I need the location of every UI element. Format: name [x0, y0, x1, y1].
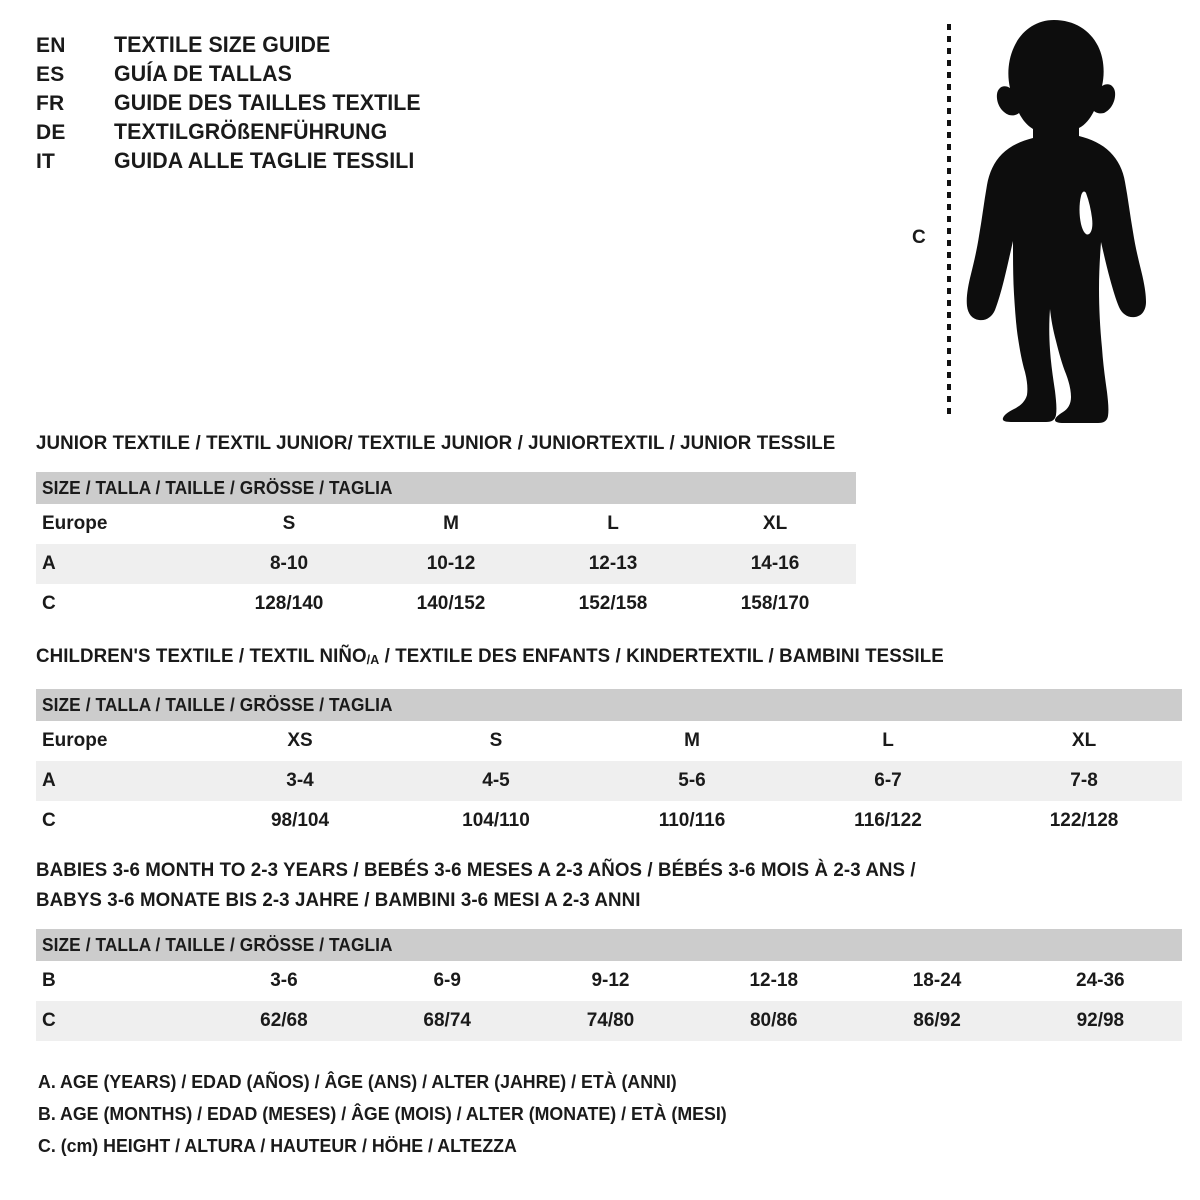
cell: 74/80	[528, 1001, 693, 1041]
cell: XL	[694, 504, 857, 544]
cell: 4-5	[398, 761, 594, 801]
table-row: C 62/68 68/74 74/80 80/86 86/92 92/98	[36, 1001, 1182, 1041]
cell: 110/116	[594, 801, 790, 841]
legend-line-a: A. AGE (YEARS) / EDAD (AÑOS) / ÂGE (ANS)…	[38, 1071, 677, 1092]
cell: 8-10	[208, 544, 370, 584]
cell: 140/152	[370, 584, 532, 624]
language-row: DE TEXTILGRÖßENFÜHRUNG	[36, 117, 596, 146]
table-row: Europe XS S M L XL	[36, 721, 1183, 761]
row-label: C	[36, 801, 202, 841]
height-dotted-line	[947, 24, 951, 420]
babies-bar-label: SIZE / TALLA / TAILLE / GRÖSSE / TAGLIA	[36, 929, 1182, 961]
cell: S	[208, 504, 370, 544]
babies-section-title-line2: BABYS 3-6 MONATE BIS 2-3 JAHRE / BAMBINI…	[36, 889, 641, 911]
section-babies-textile: BABIES 3-6 MONTH TO 2-3 YEARS / BEBÉS 3-…	[36, 857, 1182, 1041]
table-row: C 98/104 104/110 110/116 116/122 122/128	[36, 801, 1183, 841]
cell: 3-6	[202, 961, 366, 1001]
cell: 5-6	[594, 761, 790, 801]
language-code: EN	[36, 34, 66, 57]
section-childrens-textile: CHILDREN'S TEXTILE / TEXTIL NIÑO/A / TEX…	[36, 643, 1183, 841]
row-label: C	[36, 1001, 203, 1041]
language-title: GUIDE DES TAILLES TEXTILE	[114, 90, 421, 115]
cell: 10-12	[370, 544, 532, 584]
babies-size-table: SIZE / TALLA / TAILLE / GRÖSSE / TAGLIA …	[36, 929, 1182, 1041]
cell: 122/128	[986, 801, 1183, 841]
junior-bar-label: SIZE / TALLA / TAILLE / GRÖSSE / TAGLIA	[36, 472, 857, 504]
language-header-block: EN TEXTILE SIZE GUIDE ES GUÍA DE TALLAS …	[36, 30, 596, 175]
cell: 68/74	[365, 1001, 529, 1041]
language-title: TEXTILE SIZE GUIDE	[114, 32, 331, 57]
cell: 92/98	[1018, 1001, 1182, 1041]
language-code: DE	[36, 121, 66, 144]
cell: 62/68	[202, 1001, 366, 1041]
cell: 24-36	[1018, 961, 1182, 1001]
babies-section-title-line1: BABIES 3-6 MONTH TO 2-3 YEARS / BEBÉS 3-…	[36, 859, 916, 881]
row-label: C	[36, 584, 208, 624]
cell: 98/104	[202, 801, 398, 841]
children-section-title: CHILDREN'S TEXTILE / TEXTIL NIÑO/A / TEX…	[36, 643, 1136, 673]
height-figure: C	[890, 10, 1180, 425]
table-row: A 8-10 10-12 12-13 14-16	[36, 544, 857, 584]
cell: 152/158	[532, 584, 694, 624]
language-code: ES	[36, 63, 65, 86]
language-title: GUÍA DE TALLAS	[114, 61, 293, 86]
cell: XS	[202, 721, 398, 761]
cell: 7-8	[986, 761, 1183, 801]
cell: 104/110	[398, 801, 594, 841]
row-label: Europe	[36, 721, 202, 761]
language-row: ES GUÍA DE TALLAS	[36, 59, 596, 88]
junior-section-title: JUNIOR TEXTILE / TEXTIL JUNIOR/ TEXTILE …	[36, 432, 836, 454]
cell: L	[532, 504, 694, 544]
height-measure-label: C	[912, 227, 926, 248]
cell: 80/86	[692, 1001, 856, 1041]
children-title-post: / TEXTILE DES ENFANTS / KINDERTEXTIL / B…	[379, 645, 944, 667]
language-code: FR	[36, 92, 65, 115]
table-row: A 3-4 4-5 5-6 6-7 7-8	[36, 761, 1183, 801]
children-title-pre: CHILDREN'S TEXTILE / TEXTIL NIÑO	[36, 645, 367, 667]
table-row: Europe S M L XL	[36, 504, 857, 544]
legend-block: A. AGE (YEARS) / EDAD (AÑOS) / ÂGE (ANS)…	[38, 1066, 938, 1162]
language-title: GUIDA ALLE TAGLIE TESSILI	[114, 148, 415, 173]
children-size-table: SIZE / TALLA / TAILLE / GRÖSSE / TAGLIA …	[36, 689, 1183, 841]
children-table-bar: SIZE / TALLA / TAILLE / GRÖSSE / TAGLIA	[36, 689, 1183, 721]
cell: 128/140	[208, 584, 370, 624]
language-code: IT	[36, 150, 56, 173]
cell: 6-7	[790, 761, 986, 801]
row-label: Europe	[36, 504, 208, 544]
babies-table-bar: SIZE / TALLA / TAILLE / GRÖSSE / TAGLIA	[36, 929, 1182, 961]
toddler-silhouette-icon	[966, 20, 1146, 423]
children-title-subscript: /A	[366, 652, 380, 667]
legend-line-c: C. (cm) HEIGHT / ALTURA / HAUTEUR / HÖHE…	[38, 1135, 517, 1156]
cell: 12-18	[692, 961, 856, 1001]
legend-line-b: B. AGE (MONTHS) / EDAD (MESES) / ÂGE (MO…	[38, 1103, 727, 1124]
cell: 12-13	[532, 544, 694, 584]
cell: S	[398, 721, 594, 761]
cell: XL	[986, 721, 1183, 761]
language-row: IT GUIDA ALLE TAGLIE TESSILI	[36, 146, 596, 175]
cell: 9-12	[528, 961, 693, 1001]
cell: 116/122	[790, 801, 986, 841]
junior-table-bar: SIZE / TALLA / TAILLE / GRÖSSE / TAGLIA	[36, 472, 857, 504]
cell: 3-4	[202, 761, 398, 801]
cell: M	[594, 721, 790, 761]
language-title: TEXTILGRÖßENFÜHRUNG	[114, 119, 388, 144]
table-row: C 128/140 140/152 152/158 158/170	[36, 584, 857, 624]
cell: 18-24	[855, 961, 1019, 1001]
cell: L	[790, 721, 986, 761]
cell: 86/92	[855, 1001, 1019, 1041]
table-row: B 3-6 6-9 9-12 12-18 18-24 24-36	[36, 961, 1182, 1001]
cell: 14-16	[694, 544, 857, 584]
row-label: B	[36, 961, 203, 1001]
language-row: FR GUIDE DES TAILLES TEXTILE	[36, 88, 596, 117]
cell: 158/170	[694, 584, 857, 624]
junior-size-table: SIZE / TALLA / TAILLE / GRÖSSE / TAGLIA …	[36, 472, 857, 624]
cell: M	[370, 504, 532, 544]
language-row: EN TEXTILE SIZE GUIDE	[36, 30, 596, 59]
row-label: A	[36, 544, 208, 584]
row-label: A	[36, 761, 202, 801]
cell: 6-9	[365, 961, 529, 1001]
section-junior-textile: JUNIOR TEXTILE / TEXTIL JUNIOR/ TEXTILE …	[36, 430, 857, 624]
children-bar-label: SIZE / TALLA / TAILLE / GRÖSSE / TAGLIA	[36, 689, 1183, 721]
